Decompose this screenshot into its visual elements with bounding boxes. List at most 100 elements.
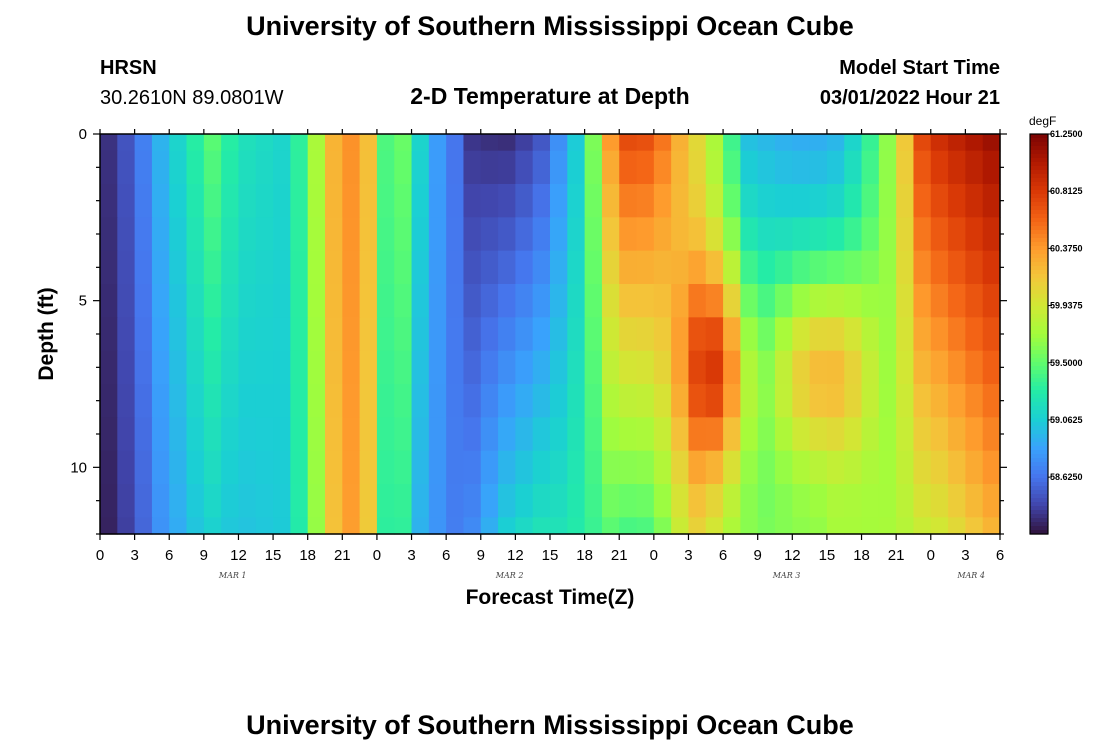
- heatmap-cell: [982, 217, 1001, 252]
- x-tick-label: 21: [611, 547, 628, 564]
- heatmap-cell: [896, 284, 915, 318]
- heatmap-cell: [446, 417, 465, 452]
- model-start-label: Model Start Time: [839, 57, 1000, 79]
- colorbar-tick-label: 59.9375: [1050, 301, 1083, 311]
- heatmap-cell: [307, 484, 326, 518]
- colorbar-segment: [1030, 194, 1048, 199]
- y-axis-tick-labels: 0 5 10: [70, 126, 87, 476]
- heatmap-cell: [238, 384, 257, 418]
- heatmap-cell: [238, 317, 257, 352]
- heatmap-cell: [826, 517, 845, 535]
- heatmap-cell: [463, 484, 482, 518]
- heatmap-cell: [688, 450, 707, 485]
- heatmap-cell: [376, 484, 395, 518]
- heatmap-cell: [238, 217, 257, 252]
- heatmap-cell: [584, 134, 603, 152]
- heatmap-cell: [255, 284, 274, 318]
- heatmap-cell: [878, 250, 897, 285]
- heatmap-cell: [394, 250, 413, 285]
- heatmap-cell: [411, 134, 430, 152]
- heatmap-cell: [411, 150, 430, 185]
- heatmap-cell: [792, 484, 811, 518]
- heatmap-cell: [446, 250, 465, 285]
- heatmap-cell: [273, 450, 291, 485]
- heatmap-cell: [221, 517, 240, 535]
- heatmap-cell: [567, 284, 586, 318]
- heatmap-cell: [688, 217, 707, 252]
- heatmap-cell: [446, 517, 465, 535]
- heatmap-cell: [532, 284, 551, 318]
- heatmap-cell: [896, 517, 915, 535]
- heatmap-cell: [186, 150, 205, 185]
- heatmap-cell: [567, 384, 586, 418]
- heatmap-cell: [169, 517, 188, 535]
- heatmap-cell: [826, 134, 845, 152]
- heatmap-cell: [480, 384, 499, 418]
- colorbar-segment: [1030, 158, 1048, 163]
- heatmap-cell: [688, 350, 707, 385]
- heatmap-cell: [930, 484, 949, 518]
- colorbar-tick-label: 61.2500: [1050, 129, 1083, 139]
- heatmap-cell: [653, 217, 672, 252]
- heatmap-cell: [134, 150, 153, 185]
- colorbar-segment: [1030, 146, 1048, 151]
- heatmap-cell: [273, 484, 291, 518]
- heatmap-cell: [428, 384, 447, 418]
- heatmap-cell: [826, 417, 845, 452]
- heatmap-cell: [740, 317, 759, 352]
- heatmap-cell: [342, 150, 361, 185]
- heatmap-cell: [878, 134, 897, 152]
- heatmap-cell: [376, 134, 395, 152]
- heatmap-cell: [601, 284, 620, 318]
- heatmap-cell: [169, 134, 188, 152]
- heatmap-cell: [480, 417, 499, 452]
- heatmap-cell: [515, 484, 534, 518]
- heatmap-cell: [359, 384, 378, 418]
- colorbar-units: degF: [1029, 114, 1056, 128]
- heatmap-cell: [238, 417, 257, 452]
- colorbar-segment: [1030, 454, 1048, 459]
- heatmap-cell: [913, 184, 932, 218]
- heatmap-cell: [671, 134, 690, 152]
- heatmap-cell: [619, 317, 638, 352]
- heatmap-cell: [169, 317, 188, 352]
- colorbar-segment: [1030, 274, 1048, 279]
- heatmap-cell: [982, 284, 1001, 318]
- heatmap-cell: [376, 350, 395, 385]
- heatmap-cell: [394, 417, 413, 452]
- heatmap-cell: [567, 250, 586, 285]
- heatmap-cell: [532, 484, 551, 518]
- heatmap-cell: [221, 250, 240, 285]
- heatmap-cell: [376, 250, 395, 285]
- heatmap-cell: [480, 450, 499, 485]
- heatmap-cell: [273, 150, 291, 185]
- heatmap-cell: [740, 284, 759, 318]
- heatmap-cell: [826, 317, 845, 352]
- heatmap-cell: [532, 250, 551, 285]
- heatmap-cell: [965, 250, 984, 285]
- heatmap-cell: [636, 317, 655, 352]
- heatmap-cell: [844, 384, 863, 418]
- heatmap-cell: [584, 484, 603, 518]
- heatmap-cell: [342, 217, 361, 252]
- heatmap-cell: [515, 150, 534, 185]
- heatmap-cell: [117, 450, 136, 485]
- heatmap-cell: [359, 284, 378, 318]
- heatmap-cell: [653, 350, 672, 385]
- heatmap-cell: [705, 484, 724, 518]
- heatmap-cell: [550, 450, 568, 485]
- heatmap-cell: [844, 417, 863, 452]
- heatmap-cell: [359, 450, 378, 485]
- heatmap-cell: [913, 217, 932, 252]
- heatmap-cell: [498, 150, 516, 185]
- heatmap-cell: [359, 484, 378, 518]
- heatmap-cell: [203, 450, 222, 485]
- heatmap-cell: [290, 450, 309, 485]
- heatmap-cell: [948, 317, 966, 352]
- heatmap-cell: [394, 150, 413, 185]
- heatmap-cell: [134, 384, 153, 418]
- heatmap-cell: [100, 417, 118, 452]
- heatmap-cell: [203, 217, 222, 252]
- heatmap-cell: [653, 184, 672, 218]
- colorbar-segment: [1030, 298, 1048, 303]
